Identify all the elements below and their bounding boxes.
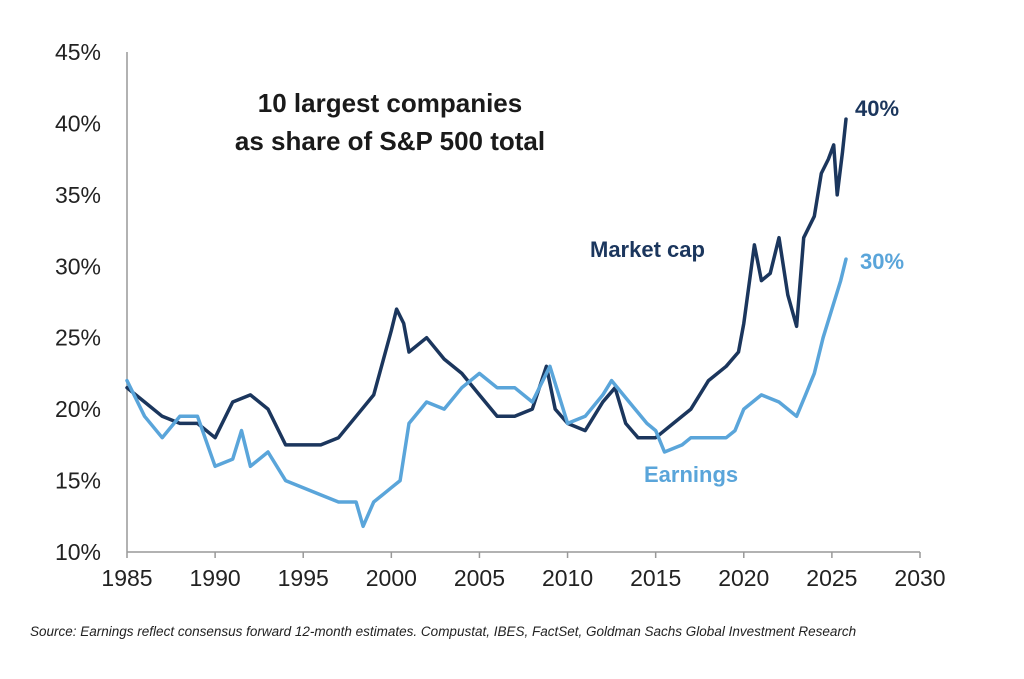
x-tick-label: 2005 [454,565,505,591]
y-tick-label: 40% [55,110,101,136]
y-tick-label: 45% [55,39,101,65]
y-axis-ticks: 10% 15% 20% 25% 30% 35% 40% 45% [55,39,101,565]
market-cap-end-label: 40% [855,96,899,121]
earnings-end-label: 30% [860,249,904,274]
source-note: Source: Earnings reflect consensus forwa… [30,624,857,639]
y-tick-label: 10% [55,539,101,565]
series-line-earnings [125,257,848,529]
axes [126,52,920,553]
x-tick-label: 1985 [101,565,152,591]
y-tick-label: 15% [55,468,101,494]
x-axis-ticks: 1985 1990 1995 2000 2005 2010 2015 2020 2025 2030 [101,552,946,591]
market-cap-label: Market cap [590,237,705,262]
y-tick-label: 30% [55,253,101,279]
x-tick-label: 2030 [894,565,945,591]
chart-title-line-2: as share of S&P 500 total [235,126,545,156]
y-tick-label: 25% [55,325,101,351]
x-tick-label: 2015 [630,565,681,591]
x-tick-label: 2020 [718,565,769,591]
x-tick-label: 2010 [542,565,593,591]
series-lines [125,117,848,529]
x-tick-label: 1990 [190,565,241,591]
x-tick-label: 2025 [806,565,857,591]
earnings-label: Earnings [644,462,738,487]
y-tick-label: 35% [55,182,101,208]
chart-title-line-1: 10 largest companies [258,88,522,118]
y-tick-label: 20% [55,396,101,422]
x-tick-label: 2000 [366,565,417,591]
x-tick-label: 1995 [278,565,329,591]
series-line-market-cap [125,117,848,447]
